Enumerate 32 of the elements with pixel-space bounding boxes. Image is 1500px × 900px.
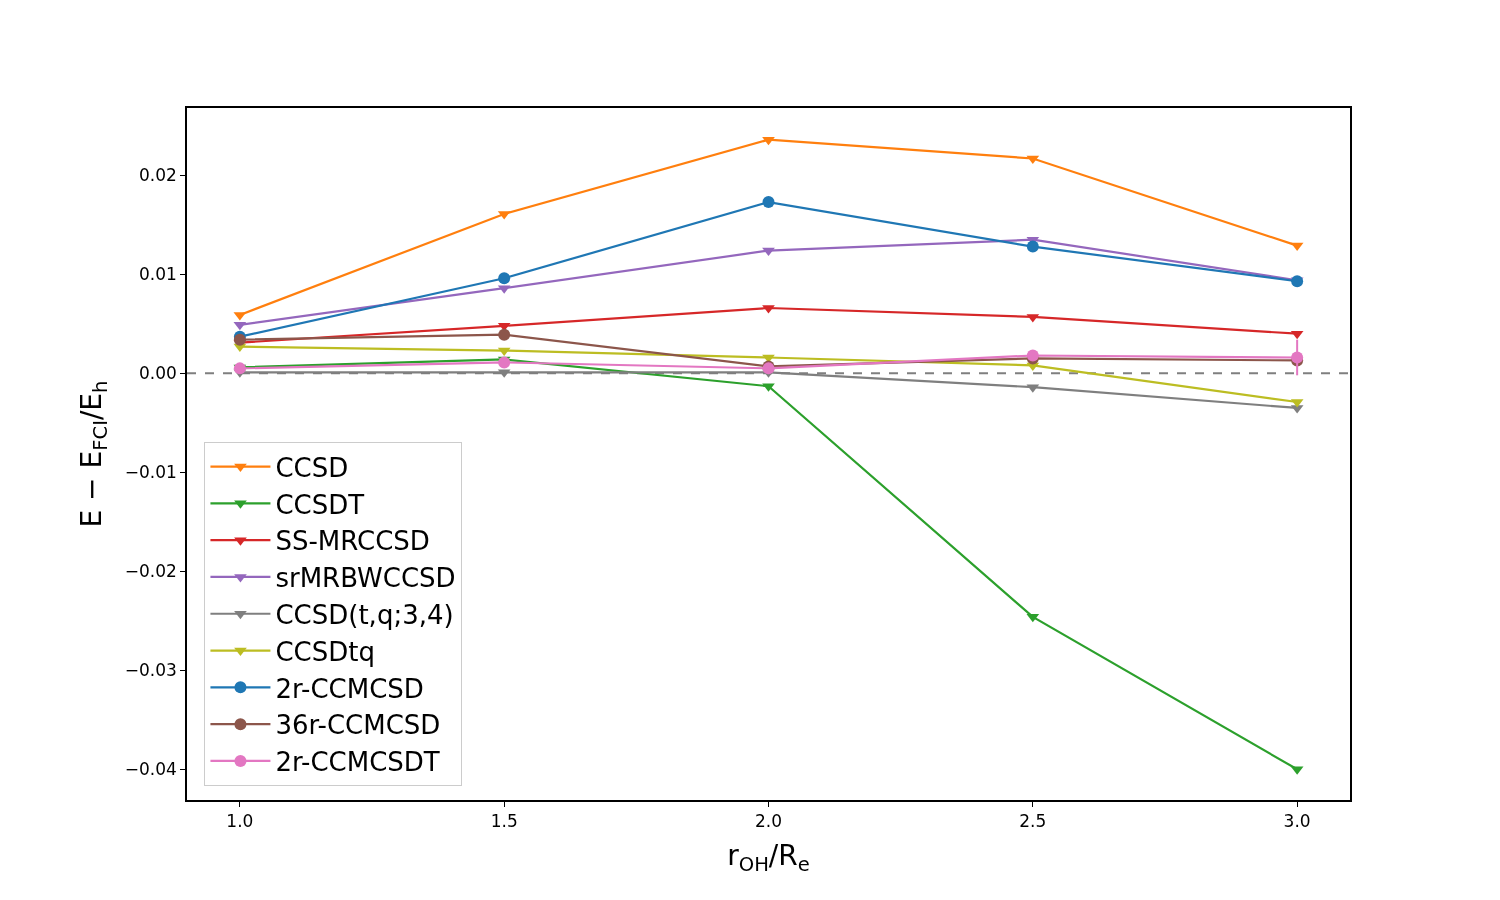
y-tick-label: 0.01 [138, 264, 177, 285]
legend-label: 36r-CCMCSD [275, 710, 441, 741]
point [762, 196, 775, 209]
point [762, 247, 775, 257]
legend-label: CCSD [275, 452, 349, 483]
legend-label: 2r-CCMCSDT [275, 747, 440, 778]
x-tick-label: 1.5 [490, 811, 518, 832]
point [497, 347, 511, 357]
legend-label: CCSDT [275, 489, 365, 520]
x-tick-label: 3.0 [1283, 811, 1311, 832]
x-tick-label: 2.0 [754, 811, 783, 832]
point [1290, 330, 1304, 340]
point [762, 136, 775, 146]
legend-label: SS-MRCCSD [275, 526, 430, 557]
x-tick-label: 1.0 [226, 811, 254, 832]
point [498, 272, 511, 285]
y-tick-label: −0.04 [124, 759, 177, 780]
point [1290, 242, 1304, 252]
x-tick-label: 2.5 [1019, 811, 1047, 832]
legend-label: CCSDtq [275, 636, 375, 667]
legend-label: CCSD(t,q;3,4) [275, 599, 454, 630]
legend-label: srMRBWCCSD [275, 563, 456, 594]
x-axis-title: r$_{OH}$/R$_{e}$ [727, 838, 810, 876]
y-tick-label: −0.02 [124, 561, 177, 582]
legend-label: 2r-CCMCSD [275, 673, 424, 704]
y-tick-label: −0.01 [124, 462, 177, 483]
point [498, 328, 511, 341]
point [498, 356, 511, 369]
y-tick-label: −0.03 [124, 660, 177, 681]
point [1026, 240, 1039, 253]
y-tick-label: 0.00 [138, 363, 177, 384]
y-tick-label: 0.02 [138, 165, 177, 186]
